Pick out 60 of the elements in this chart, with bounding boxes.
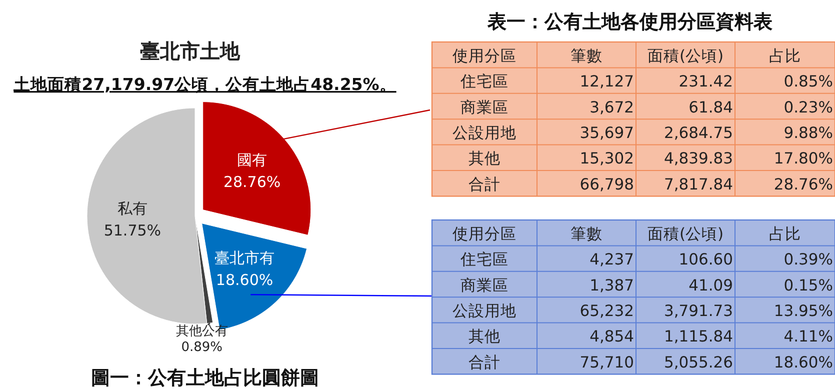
data-label: 28.76% <box>223 173 281 192</box>
category-label: 使用分區 <box>452 224 516 243</box>
category-label: 占比 <box>769 46 801 65</box>
text: 65,232 <box>580 302 634 320</box>
slice-label: 國有 <box>237 151 268 170</box>
slice-label: 私有 <box>117 199 148 218</box>
text: 1,387 <box>590 276 634 294</box>
text: 其他 <box>468 328 500 346</box>
text: 4.11% <box>784 328 833 346</box>
category-label: 占比 <box>769 224 801 243</box>
category-label: 筆數 <box>570 224 602 243</box>
text: 0.85% <box>784 72 833 91</box>
text: 表一：公有土地各使用分區資料表 <box>486 11 774 33</box>
data-label: 51.75% <box>104 221 162 240</box>
text: 18.60% <box>774 353 833 372</box>
text: 1,115.84 <box>664 328 733 346</box>
text: 106.60 <box>678 250 733 269</box>
slice-label: 臺北市有 <box>214 249 275 268</box>
text: 0.15% <box>784 276 833 294</box>
data-label: 0.89% <box>181 340 223 355</box>
category-label: 面積(公頃) <box>647 224 724 243</box>
text: 公設用地 <box>452 124 516 142</box>
text: 13.95% <box>774 302 833 320</box>
text: 7,817.84 <box>664 175 733 194</box>
data-label: 18.60% <box>216 271 274 290</box>
text: 合計 <box>468 353 500 372</box>
text: 公設用地 <box>452 302 516 320</box>
text: 4,839.83 <box>664 150 733 168</box>
text: 3,791.73 <box>664 302 733 320</box>
text: 12,127 <box>580 72 634 91</box>
text: 75,710 <box>580 353 634 372</box>
chart-subtitle: 土地面積27,179.97公頃，公有土地占48.25%。 <box>12 75 396 94</box>
text: 其他 <box>468 150 500 168</box>
text: 商業區 <box>460 98 508 116</box>
text: 住宅區 <box>460 72 508 91</box>
text: 合計 <box>468 175 500 194</box>
text: 住宅區 <box>460 250 508 269</box>
text: 圖一：公有土地占比圓餅圖 <box>91 367 319 389</box>
text: 0.39% <box>784 250 833 269</box>
chart-title: 臺北市土地 <box>140 39 241 63</box>
text: 61.84 <box>688 98 733 116</box>
text: 41.09 <box>688 276 733 294</box>
category-label: 使用分區 <box>452 46 516 65</box>
text: 17.80% <box>774 150 833 168</box>
text: 0.23% <box>784 98 833 116</box>
text: 商業區 <box>460 276 508 294</box>
text: 231.42 <box>678 72 733 91</box>
text: 5,055.26 <box>664 353 733 372</box>
category-label: 面積(公頃) <box>647 46 724 65</box>
slice-label: 其他公有 <box>176 324 228 339</box>
text: 15,302 <box>580 150 634 168</box>
text: 28.76% <box>774 175 833 194</box>
text: 66,798 <box>580 175 634 194</box>
text: 4,854 <box>590 328 634 346</box>
text: 9.88% <box>784 124 833 142</box>
category-label: 筆數 <box>570 46 602 65</box>
text: 35,697 <box>580 124 634 142</box>
text: 2,684.75 <box>664 124 733 142</box>
text: 3,672 <box>590 98 634 116</box>
text: 4,237 <box>590 250 634 269</box>
